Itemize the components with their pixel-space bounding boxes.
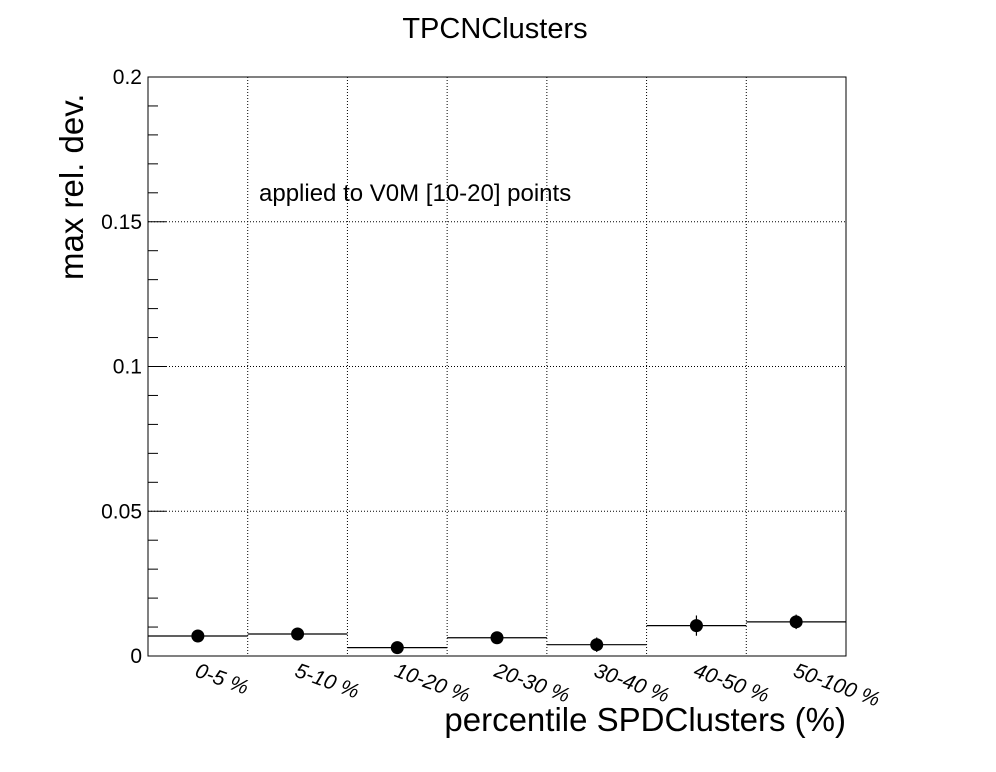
y-tick-label: 0.2 (113, 66, 142, 89)
data-point (390, 641, 404, 655)
y-minor-ticks (148, 76, 166, 657)
annotation-text: applied to V0M [10-20] points (259, 180, 571, 207)
y-tick-label: 0.15 (101, 211, 142, 234)
x-tick-label: 0-5 % (192, 659, 251, 699)
grid-lines (148, 77, 846, 656)
y-tick-labels: 0 0.05 0.1 0.15 0.2 (101, 66, 142, 668)
data-point (590, 638, 604, 652)
x-axis-label: percentile SPDClusters (%) (444, 701, 846, 738)
data-point (689, 619, 703, 633)
data-point (490, 631, 504, 645)
plot-frame (147, 76, 847, 657)
y-tick-label: 0.05 (101, 500, 142, 523)
data-points (191, 614, 803, 655)
data-point (291, 627, 305, 641)
chart-title: TPCNClusters (402, 13, 587, 45)
data-point (789, 615, 803, 629)
y-tick-label: 0.1 (113, 356, 142, 379)
y-axis-label: max rel. dev. (53, 94, 90, 280)
data-point (191, 629, 205, 643)
x-tick-label: 5-10 % (292, 659, 362, 703)
y-tick-label: 0 (130, 645, 142, 668)
